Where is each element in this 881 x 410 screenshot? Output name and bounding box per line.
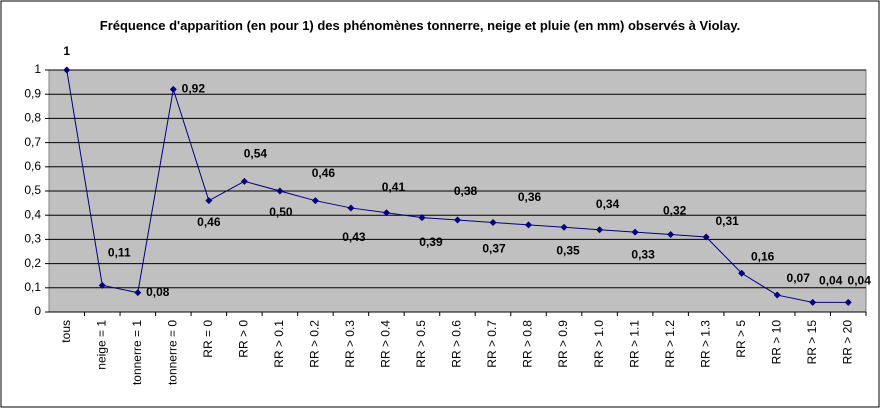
marker xyxy=(382,209,390,217)
value-label: 0,46 xyxy=(197,215,221,229)
y-tick-label: 0,8 xyxy=(24,111,41,125)
value-label: 0,33 xyxy=(631,247,655,261)
value-label: 0,46 xyxy=(312,166,336,180)
marker xyxy=(98,281,106,289)
y-tick-label: 0,6 xyxy=(24,159,41,173)
y-tick-label: 0,3 xyxy=(24,232,41,246)
marker xyxy=(702,233,710,241)
marker xyxy=(560,223,568,231)
marker xyxy=(809,298,817,306)
x-tick-label: RR > 0.7 xyxy=(485,320,499,368)
marker xyxy=(63,66,71,74)
marker xyxy=(844,298,852,306)
x-tick-label: RR > 15 xyxy=(805,320,819,365)
y-tick-label: 1 xyxy=(34,62,41,76)
marker xyxy=(418,214,426,222)
x-tick-label: RR > 1.0 xyxy=(592,320,606,368)
marker xyxy=(276,187,284,195)
value-label: 0,92 xyxy=(182,82,206,96)
value-label: 0,32 xyxy=(663,204,687,218)
marker xyxy=(667,231,675,239)
chart-title: Fréquence d'apparition (en pour 1) des p… xyxy=(99,18,741,33)
y-tick-label: 0,7 xyxy=(24,135,41,149)
value-label: 0,07 xyxy=(787,271,811,285)
x-tick-label: RR > 0.6 xyxy=(450,320,464,368)
marker xyxy=(454,216,461,224)
x-tick-label: RR > 0.2 xyxy=(308,320,322,368)
marker xyxy=(205,197,213,205)
x-tick-label: tous xyxy=(59,320,73,343)
value-label: 0,39 xyxy=(419,235,443,249)
y-tick-label: 0,2 xyxy=(24,256,41,270)
y-tick-label: 0,1 xyxy=(24,280,41,294)
x-tick-label: RR > 0 xyxy=(237,320,251,358)
marker xyxy=(134,289,142,297)
value-label: 0,35 xyxy=(556,243,580,257)
marker xyxy=(169,85,177,93)
y-tick-label: 0,5 xyxy=(24,183,41,197)
x-tick-label: RR > 0.3 xyxy=(343,320,357,368)
value-label: 0,11 xyxy=(108,246,131,260)
marker xyxy=(738,269,746,277)
value-label: 0,50 xyxy=(269,205,293,219)
x-tick-label: RR > 10 xyxy=(769,320,783,365)
x-tick-label: RR > 0.1 xyxy=(272,320,286,368)
value-label: 0,16 xyxy=(751,249,775,263)
x-tick-label: RR > 20 xyxy=(840,320,854,365)
x-tick-label: RR > 0.5 xyxy=(414,320,428,368)
y-tick-label: 0,9 xyxy=(24,86,41,100)
marker xyxy=(347,204,355,212)
x-tick-label: RR > 5 xyxy=(734,320,748,358)
x-tick-label: RR > 1.2 xyxy=(663,320,677,368)
x-tick-label: RR > 0.8 xyxy=(521,320,535,368)
marker xyxy=(489,218,497,226)
x-tick-label: RR > 0.9 xyxy=(556,320,570,368)
value-label: 0,04 xyxy=(848,273,872,287)
value-label: 0,43 xyxy=(342,230,366,244)
value-label: 0,38 xyxy=(454,184,478,198)
value-label: 0,54 xyxy=(244,146,268,160)
value-label: 0,31 xyxy=(715,214,739,228)
marker xyxy=(631,228,639,236)
x-tick-label: tonnerre = 0 xyxy=(165,320,179,385)
marker xyxy=(240,177,248,185)
y-tick-label: 0,4 xyxy=(24,207,41,221)
x-tick-label: RR > 0.4 xyxy=(379,320,393,368)
value-label: 1 xyxy=(63,44,70,58)
marker xyxy=(525,221,533,229)
y-tick-label: 0 xyxy=(34,304,41,318)
marker xyxy=(773,291,781,299)
x-tick-label: neige = 1 xyxy=(94,320,108,370)
x-tick-label: tonnerre = 1 xyxy=(130,320,144,385)
marker xyxy=(311,197,319,205)
value-label: 0,36 xyxy=(518,190,542,204)
value-label: 0,08 xyxy=(146,285,170,299)
value-label: 0,41 xyxy=(382,180,406,194)
marker xyxy=(596,226,604,234)
x-tick-label: RR = 0 xyxy=(201,320,215,358)
value-label: 0,34 xyxy=(596,197,620,211)
value-label: 0,04 xyxy=(819,273,843,287)
x-tick-label: RR > 1.1 xyxy=(627,320,641,368)
x-tick-label: RR > 1.3 xyxy=(698,320,712,368)
value-label: 0,37 xyxy=(482,242,506,256)
